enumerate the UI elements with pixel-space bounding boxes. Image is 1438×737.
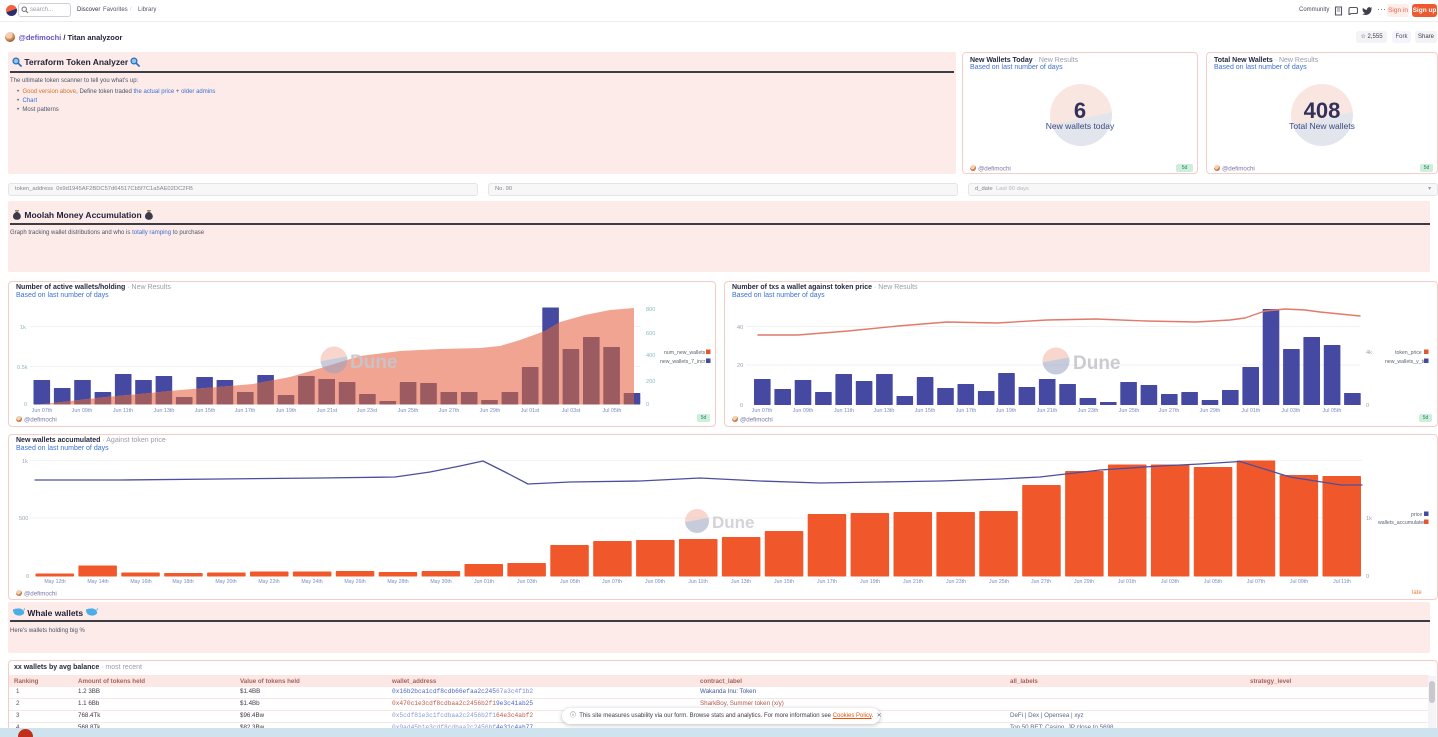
- svg-text:May 20th: May 20th: [215, 579, 236, 585]
- svg-text:0: 0: [1366, 403, 1369, 409]
- svg-text:Jul 05th: Jul 05th: [603, 408, 622, 414]
- svg-text:Jun 27th: Jun 27th: [439, 408, 460, 414]
- svg-text:Jul 01st: Jul 01st: [521, 408, 540, 414]
- svg-text:May 16th: May 16th: [130, 579, 151, 585]
- svg-text:Jun 11th: Jun 11th: [113, 408, 133, 414]
- svg-text:0: 0: [1366, 574, 1369, 580]
- svg-text:Jul 07th: Jul 07th: [1247, 579, 1265, 585]
- svg-text:Jun 21th: Jun 21th: [1037, 408, 1058, 414]
- svg-text:0: 0: [646, 402, 649, 408]
- svg-text:May 12th: May 12th: [44, 579, 65, 585]
- svg-text:Jun 11th: Jun 11th: [688, 579, 708, 585]
- svg-text:0: 0: [26, 574, 29, 580]
- svg-text:1k: 1k: [22, 459, 28, 465]
- svg-text:Jul 01th: Jul 01th: [1242, 408, 1261, 414]
- svg-text:num_new_wallets: num_new_wallets: [664, 350, 706, 356]
- svg-text:Jun 25th: Jun 25th: [989, 579, 1009, 585]
- svg-text:token_price: token_price: [1395, 350, 1422, 356]
- svg-text:Jun 23st: Jun 23st: [357, 408, 378, 414]
- svg-text:Jun 15th: Jun 15th: [195, 408, 216, 414]
- svg-text:May 30th: May 30th: [430, 579, 451, 585]
- svg-text:Jun 15th: Jun 15th: [915, 408, 936, 414]
- svg-text:Jun 29th: Jun 29th: [1074, 579, 1094, 585]
- svg-text:Jun 19th: Jun 19th: [276, 408, 297, 414]
- svg-text:800: 800: [646, 307, 655, 313]
- svg-text:Jul 05th: Jul 05th: [1323, 408, 1342, 414]
- svg-text:May 18th: May 18th: [172, 579, 193, 585]
- svg-text:Jun 23th: Jun 23th: [946, 579, 966, 585]
- svg-text:Jun 17th: Jun 17th: [817, 579, 837, 585]
- svg-text:Dune: Dune: [712, 513, 755, 532]
- svg-text:Dune: Dune: [1073, 353, 1121, 374]
- svg-text:Jun 13th: Jun 13th: [731, 579, 751, 585]
- svg-text:Jun 05th: Jun 05th: [560, 579, 580, 585]
- svg-text:Jun 29th: Jun 29th: [1200, 408, 1221, 414]
- svg-text:Jun 13th: Jun 13th: [874, 408, 895, 414]
- svg-text:Jun 03th: Jun 03th: [517, 579, 537, 585]
- svg-text:Jul 11th: Jul 11th: [1333, 579, 1351, 585]
- svg-text:May 22th: May 22th: [258, 579, 279, 585]
- svg-text:May 14th: May 14th: [87, 579, 108, 585]
- svg-text:200: 200: [646, 379, 655, 385]
- svg-text:Jun 11th: Jun 11th: [834, 408, 854, 414]
- svg-text:1k: 1k: [20, 325, 26, 331]
- svg-text:new_wallets_7_incr: new_wallets_7_incr: [660, 359, 706, 365]
- svg-text:Jul 03th: Jul 03th: [1282, 408, 1301, 414]
- svg-text:Jun 13th: Jun 13th: [154, 408, 175, 414]
- svg-text:Jun 17th: Jun 17th: [235, 408, 256, 414]
- svg-text:Jun 23th: Jun 23th: [1078, 408, 1099, 414]
- svg-text:Jun 09th: Jun 09th: [793, 408, 814, 414]
- svg-text:Jun 09th: Jun 09th: [72, 408, 93, 414]
- svg-text:May 28th: May 28th: [387, 579, 408, 585]
- svg-text:0: 0: [24, 402, 27, 408]
- svg-text:Jun 07th: Jun 07th: [32, 408, 53, 414]
- svg-text:new_wallets_y_tok: new_wallets_y_tok: [1385, 359, 1429, 365]
- svg-text:20: 20: [737, 363, 743, 369]
- svg-text:1k: 1k: [1366, 516, 1372, 522]
- svg-text:0.5k: 0.5k: [17, 365, 28, 371]
- svg-text:Jul 05th: Jul 05th: [1204, 579, 1222, 585]
- svg-text:0: 0: [740, 403, 743, 409]
- svg-text:Jun 19th: Jun 19th: [996, 408, 1017, 414]
- svg-text:Jun 07th: Jun 07th: [752, 408, 773, 414]
- svg-text:500: 500: [19, 516, 28, 522]
- svg-text:Jul 03st: Jul 03st: [562, 408, 581, 414]
- svg-text:Jul 09th: Jul 09th: [1290, 579, 1308, 585]
- svg-text:400: 400: [646, 353, 655, 359]
- svg-text:wallets_accumulated: wallets_accumulated: [1378, 520, 1426, 526]
- svg-text:Jun 25th: Jun 25th: [1119, 408, 1140, 414]
- svg-text:4k: 4k: [1366, 350, 1372, 356]
- svg-text:600: 600: [646, 331, 655, 337]
- svg-text:Jun 19th: Jun 19th: [860, 579, 880, 585]
- svg-text:Jun 21th: Jun 21th: [903, 579, 923, 585]
- svg-text:Jun 21st: Jun 21st: [317, 408, 338, 414]
- svg-text:Jun 27th: Jun 27th: [1159, 408, 1180, 414]
- svg-text:Jun 25th: Jun 25th: [398, 408, 419, 414]
- svg-text:price: price: [1411, 512, 1422, 518]
- svg-text:Jun 17th: Jun 17th: [956, 408, 977, 414]
- svg-text:May 24th: May 24th: [301, 579, 322, 585]
- svg-text:Jun 27th: Jun 27th: [1031, 579, 1051, 585]
- svg-text:Dune: Dune: [350, 352, 398, 373]
- svg-text:40: 40: [737, 325, 743, 331]
- svg-text:Jun 29th: Jun 29th: [480, 408, 501, 414]
- svg-text:Jun 09th: Jun 09th: [645, 579, 665, 585]
- svg-text:May 26th: May 26th: [344, 579, 365, 585]
- svg-text:Jun 07th: Jun 07th: [602, 579, 622, 585]
- svg-text:Jun 15th: Jun 15th: [774, 579, 794, 585]
- svg-text:Jun 01th: Jun 01th: [474, 579, 494, 585]
- svg-text:Jul 01th: Jul 01th: [1118, 579, 1136, 585]
- svg-text:Jul 03th: Jul 03th: [1161, 579, 1179, 585]
